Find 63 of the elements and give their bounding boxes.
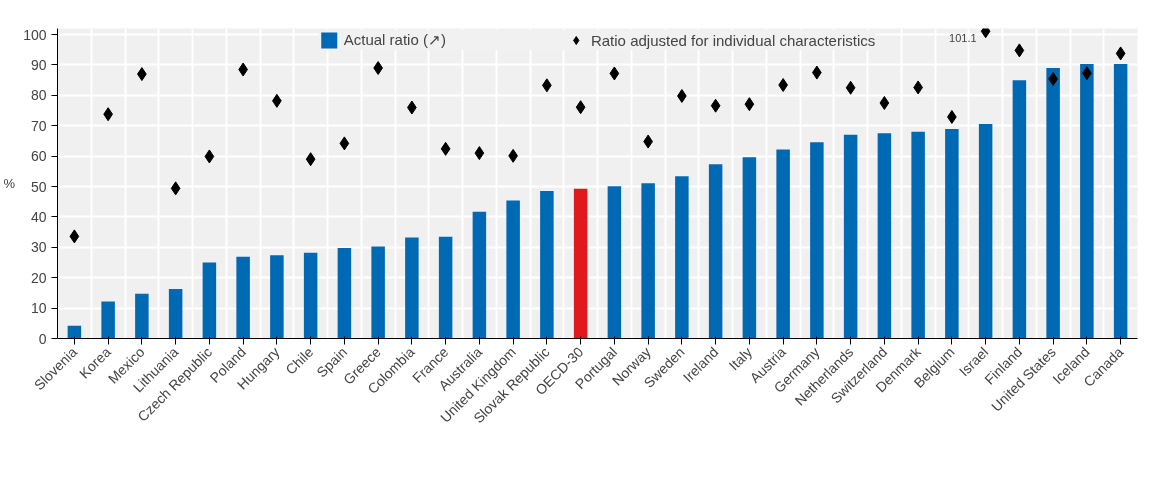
y-tick-label: 30 xyxy=(30,239,47,256)
bar xyxy=(236,256,250,339)
bar xyxy=(270,255,284,339)
bar xyxy=(742,157,757,339)
bar xyxy=(776,149,790,339)
y-tick-label: 60 xyxy=(30,148,47,165)
point xyxy=(744,97,755,112)
bar xyxy=(1046,68,1060,339)
bar xyxy=(911,131,925,339)
bar xyxy=(708,164,723,339)
legend-label: Ratio adjusted for individual characteristics xyxy=(590,31,876,49)
y-tick-label: 50 xyxy=(30,178,47,195)
legend-label: Actual ratio (↗) xyxy=(343,31,446,49)
y-tick-label: 10 xyxy=(30,300,47,317)
point xyxy=(305,152,316,167)
bar xyxy=(810,142,824,339)
y-tick-label: 80 xyxy=(30,87,47,104)
y-tick-label: 20 xyxy=(30,269,47,286)
point xyxy=(474,146,485,161)
point xyxy=(170,181,181,196)
bar xyxy=(607,186,622,339)
point xyxy=(879,95,890,110)
bar xyxy=(843,134,858,339)
y-tick-label: 0 xyxy=(38,330,47,347)
y-tick-label: 90 xyxy=(30,56,47,73)
bar xyxy=(101,301,115,339)
y-axis-title: % xyxy=(3,176,16,191)
bar xyxy=(135,293,149,339)
bar xyxy=(1012,80,1027,339)
point xyxy=(845,80,856,95)
bar xyxy=(506,200,520,339)
bar xyxy=(405,237,419,339)
bar xyxy=(67,325,82,339)
bar xyxy=(573,188,588,339)
bar xyxy=(303,252,318,339)
bar xyxy=(168,288,183,339)
bar xyxy=(675,176,689,339)
bar xyxy=(945,129,959,339)
point xyxy=(204,149,215,164)
bar xyxy=(540,191,554,339)
point xyxy=(339,136,350,151)
data-label: 101.1 xyxy=(949,32,977,45)
y-tick-label: 100 xyxy=(23,26,47,43)
bar xyxy=(1080,64,1094,339)
bar xyxy=(1113,64,1128,339)
y-tick-label: 40 xyxy=(30,208,47,225)
point xyxy=(1115,46,1126,61)
y-tick-label: 70 xyxy=(30,117,47,134)
bar xyxy=(641,183,655,339)
point xyxy=(710,98,721,113)
bar xyxy=(202,262,217,339)
bar xyxy=(472,211,487,339)
bar xyxy=(371,246,385,339)
point xyxy=(609,66,620,81)
point xyxy=(69,229,80,244)
x-tick-label: Italy xyxy=(725,343,756,374)
bar xyxy=(877,133,892,339)
point xyxy=(1014,43,1025,58)
point xyxy=(440,141,451,156)
point xyxy=(575,100,586,115)
bar xyxy=(438,236,453,339)
bar xyxy=(978,123,993,339)
bar xyxy=(337,247,352,339)
